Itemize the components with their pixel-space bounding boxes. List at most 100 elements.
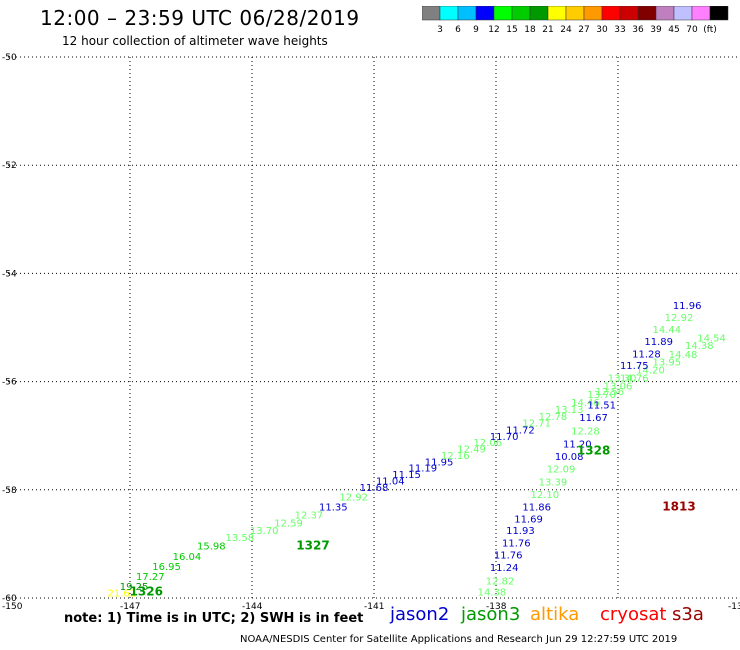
data-point-label: 14.38 bbox=[478, 587, 507, 598]
data-point-label: 12.71 bbox=[522, 419, 551, 430]
data-point-label: 13.58 bbox=[225, 533, 254, 544]
data-point-label: 12.10 bbox=[530, 490, 559, 501]
data-point-label: 12.49 bbox=[457, 444, 486, 455]
footer-note: note: 1) Time is in UTC; 2) SWH is in fe… bbox=[64, 611, 364, 626]
time-label: 1326 bbox=[130, 584, 163, 598]
data-point-label: 12.78 bbox=[539, 412, 568, 423]
data-point-label: 16.95 bbox=[152, 562, 181, 573]
legend-jason2: jason2 bbox=[390, 604, 450, 625]
data-point-label: 15.98 bbox=[197, 541, 226, 552]
y-tick-label: -60 bbox=[2, 594, 17, 604]
color-scale-label: 24 bbox=[560, 25, 572, 35]
color-scale-label: 70 bbox=[686, 25, 698, 35]
data-point-label: 11.24 bbox=[490, 563, 519, 574]
data-point-label: 12.16 bbox=[441, 451, 470, 462]
data-point-label: 11.15 bbox=[392, 470, 421, 481]
data-point-label: 13.13 bbox=[555, 405, 584, 416]
data-point-label: 11.67 bbox=[579, 413, 608, 424]
data-point-label: 12.82 bbox=[486, 576, 515, 587]
color-scale-label: 39 bbox=[650, 25, 662, 35]
data-point-label: 11.19 bbox=[408, 463, 437, 474]
data-point-label: 11.93 bbox=[506, 526, 535, 537]
credit-line: NOAA/NESDIS Center for Satellite Applica… bbox=[240, 634, 678, 645]
data-point-label: 19.25 bbox=[120, 582, 149, 593]
color-scale-label: 27 bbox=[578, 25, 589, 35]
color-scale-label: 21 bbox=[542, 25, 553, 35]
data-point-label: 21.62 bbox=[108, 588, 137, 599]
data-point-label: 14.20 bbox=[636, 365, 665, 376]
data-point-label: 13.70 bbox=[250, 526, 279, 537]
data-point-label: 13.95 bbox=[652, 357, 681, 368]
color-scale-label: 45 bbox=[668, 25, 679, 35]
data-point-label: 11.35 bbox=[319, 502, 348, 513]
wave-height-chart: -50 -52 -54 -56 -58 -60-150 -147 -144 -141 -138 -1… bbox=[2, 53, 740, 610]
x-tick-label: -13 bbox=[728, 602, 740, 610]
data-point-label: 11.28 bbox=[632, 349, 661, 360]
data-point-label: 11.75 bbox=[620, 361, 649, 372]
data-point-label: 13.06 bbox=[604, 382, 633, 393]
data-point-label: 11.69 bbox=[514, 514, 543, 525]
data-point-label: 13.39 bbox=[539, 477, 568, 488]
color-scale-label: 18 bbox=[524, 25, 536, 35]
data-point-label: 11.20 bbox=[563, 440, 592, 451]
data-point-label: 12.28 bbox=[571, 427, 600, 438]
data-point-label: 14.44 bbox=[652, 325, 681, 336]
color-scale-label: 36 bbox=[632, 25, 644, 35]
color-scale-label: 3 bbox=[437, 25, 443, 35]
time-label: 1813 bbox=[662, 499, 695, 513]
color-swatch bbox=[709, 6, 729, 21]
data-point-label: 11.04 bbox=[376, 476, 405, 487]
x-tick-label: -141 bbox=[364, 602, 384, 610]
data-point-label: 14.76 bbox=[620, 374, 649, 385]
data-point-label: 16.04 bbox=[173, 552, 202, 563]
data-point-label: 13.30 bbox=[608, 374, 637, 385]
legend-s3a: s3a bbox=[672, 604, 704, 625]
data-point-label: 12.09 bbox=[547, 464, 576, 475]
time-label: 1328 bbox=[577, 444, 610, 458]
legend-jason3: jason3 bbox=[461, 604, 521, 625]
data-point-label: 11.70 bbox=[490, 432, 519, 443]
data-point-label: 11.89 bbox=[644, 337, 673, 348]
data-point-label: 14.54 bbox=[697, 334, 726, 345]
data-point-label: 14.38 bbox=[685, 341, 714, 352]
data-point-label: 13.70 bbox=[587, 390, 616, 401]
data-point-label: 11.95 bbox=[425, 457, 454, 468]
x-tick-label: -144 bbox=[242, 602, 263, 610]
legend-cryosat: cryosat bbox=[600, 604, 667, 625]
data-point-label: 12.59 bbox=[274, 519, 303, 530]
data-point-label: 12.37 bbox=[295, 510, 324, 521]
data-point-label: 11.76 bbox=[502, 539, 531, 550]
color-scale-label: 15 bbox=[506, 25, 517, 35]
y-tick-label: -58 bbox=[2, 486, 17, 496]
legend-altika: altika bbox=[530, 604, 580, 625]
x-tick-label: -147 bbox=[120, 602, 140, 610]
time-label: 1327 bbox=[296, 538, 329, 552]
data-point-label: 14.48 bbox=[669, 350, 698, 361]
color-scale-label: 9 bbox=[473, 25, 479, 35]
y-tick-label: -54 bbox=[2, 269, 17, 279]
color-scale-legend: 3 6 9 12 15 18 21 24 27 30 33 36 39 45 70 (ft) bbox=[422, 6, 729, 35]
data-point-label: 11.68 bbox=[360, 483, 389, 494]
color-scale-label: (ft) bbox=[703, 25, 717, 35]
color-scale-label: 12 bbox=[488, 25, 499, 35]
page-subtitle: 12 hour collection of altimeter wave hei… bbox=[62, 34, 328, 48]
color-scale-label: 33 bbox=[614, 25, 625, 35]
data-point-label: 11.96 bbox=[673, 301, 702, 312]
page-title: 12:00 – 23:59 UTC 06/28/2019 bbox=[40, 6, 360, 30]
data-point-label: 11.72 bbox=[506, 426, 535, 437]
y-tick-label: -50 bbox=[2, 53, 17, 63]
data-point-label: 11.51 bbox=[587, 401, 616, 412]
data-point-label: 11.76 bbox=[494, 551, 523, 562]
data-point-label: 17.27 bbox=[136, 572, 165, 583]
x-tick-label: -150 bbox=[2, 602, 23, 610]
data-point-label: 12.92 bbox=[339, 493, 368, 504]
data-point-label: 12.06 bbox=[474, 438, 503, 449]
y-tick-label: -52 bbox=[2, 161, 17, 171]
color-scale-label: 6 bbox=[455, 25, 461, 35]
data-point-label: 12.92 bbox=[665, 313, 694, 324]
data-point-label: 10.08 bbox=[555, 452, 584, 463]
y-tick-label: -56 bbox=[2, 378, 17, 388]
data-point-label: 12.56 bbox=[596, 387, 625, 398]
x-tick-label: -138 bbox=[486, 602, 507, 610]
color-scale-label: 30 bbox=[596, 25, 608, 35]
